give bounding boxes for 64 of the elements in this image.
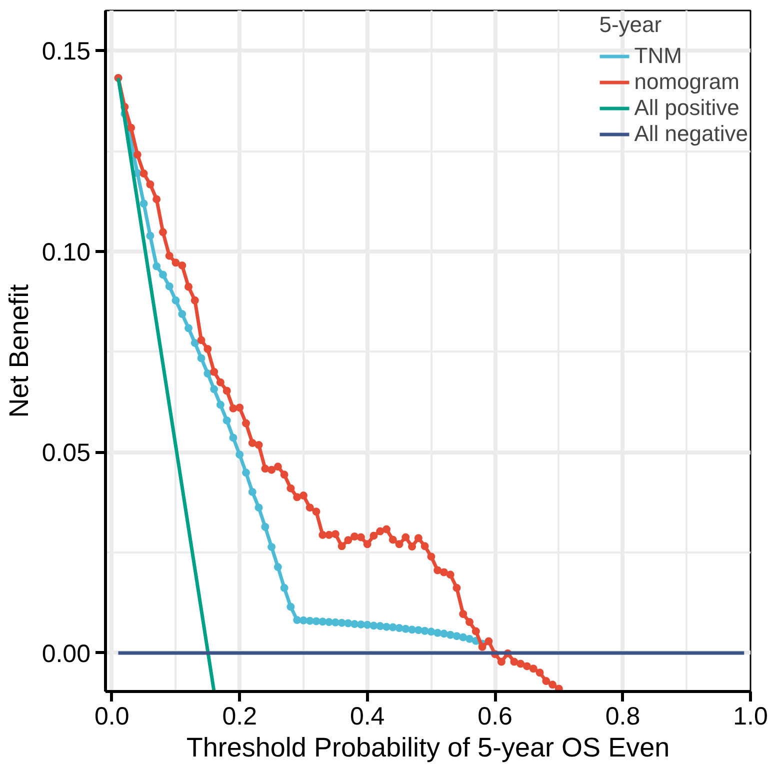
point <box>446 630 454 639</box>
point <box>268 542 276 551</box>
point <box>376 622 384 630</box>
point <box>172 296 180 304</box>
point <box>236 450 244 459</box>
legend-label: All positive <box>634 95 740 121</box>
point <box>274 563 282 572</box>
y-tick-label: 0.05 <box>42 439 91 468</box>
point <box>286 602 295 611</box>
point <box>306 616 314 625</box>
x-tick-label: 0.4 <box>350 702 385 730</box>
x-tick-label: 1.0 <box>733 702 768 730</box>
point <box>165 282 174 290</box>
point <box>197 354 206 362</box>
legend-label: nomogram <box>634 69 740 95</box>
y-tick-label: 0.15 <box>42 38 91 66</box>
point <box>178 310 186 318</box>
point <box>222 416 231 424</box>
point <box>452 632 461 640</box>
point <box>204 369 212 378</box>
point <box>434 628 442 637</box>
point <box>146 232 154 240</box>
point <box>184 324 193 332</box>
y-tick-label: 0.00 <box>42 640 91 668</box>
y-tick-label: 0.10 <box>42 238 91 266</box>
point <box>254 504 263 512</box>
point <box>402 624 410 633</box>
point <box>459 633 468 642</box>
legend-label: TNM <box>634 43 682 69</box>
x-tick-label: 0.2 <box>222 702 257 730</box>
point <box>261 522 270 531</box>
point <box>152 262 161 270</box>
point <box>248 488 256 496</box>
point <box>210 385 218 394</box>
point <box>466 634 474 643</box>
legend-label: All negative <box>634 121 748 147</box>
x-tick-label: 0.0 <box>94 702 130 730</box>
legend-title: 5-year <box>599 12 663 38</box>
point <box>356 620 365 628</box>
point <box>190 338 199 347</box>
point <box>318 618 327 626</box>
x-tick-label: 0.6 <box>478 702 512 730</box>
point <box>363 620 372 629</box>
point <box>242 468 250 477</box>
point <box>216 400 224 409</box>
point <box>382 622 390 631</box>
point <box>440 630 448 638</box>
y-axis-title: Net Benefit <box>4 284 34 418</box>
point <box>331 618 340 626</box>
point <box>312 617 320 626</box>
point <box>414 626 422 634</box>
point <box>229 434 238 442</box>
point <box>325 618 334 626</box>
point <box>293 616 302 624</box>
point <box>350 620 359 628</box>
point <box>140 200 148 208</box>
point <box>427 628 436 636</box>
point <box>158 270 167 279</box>
point <box>280 584 288 592</box>
point <box>420 626 429 635</box>
x-tick-label: 0.8 <box>605 702 640 730</box>
point <box>299 616 308 624</box>
x-axis-title: Threshold Probability of 5-year OS Even <box>186 732 670 762</box>
point <box>395 624 404 632</box>
